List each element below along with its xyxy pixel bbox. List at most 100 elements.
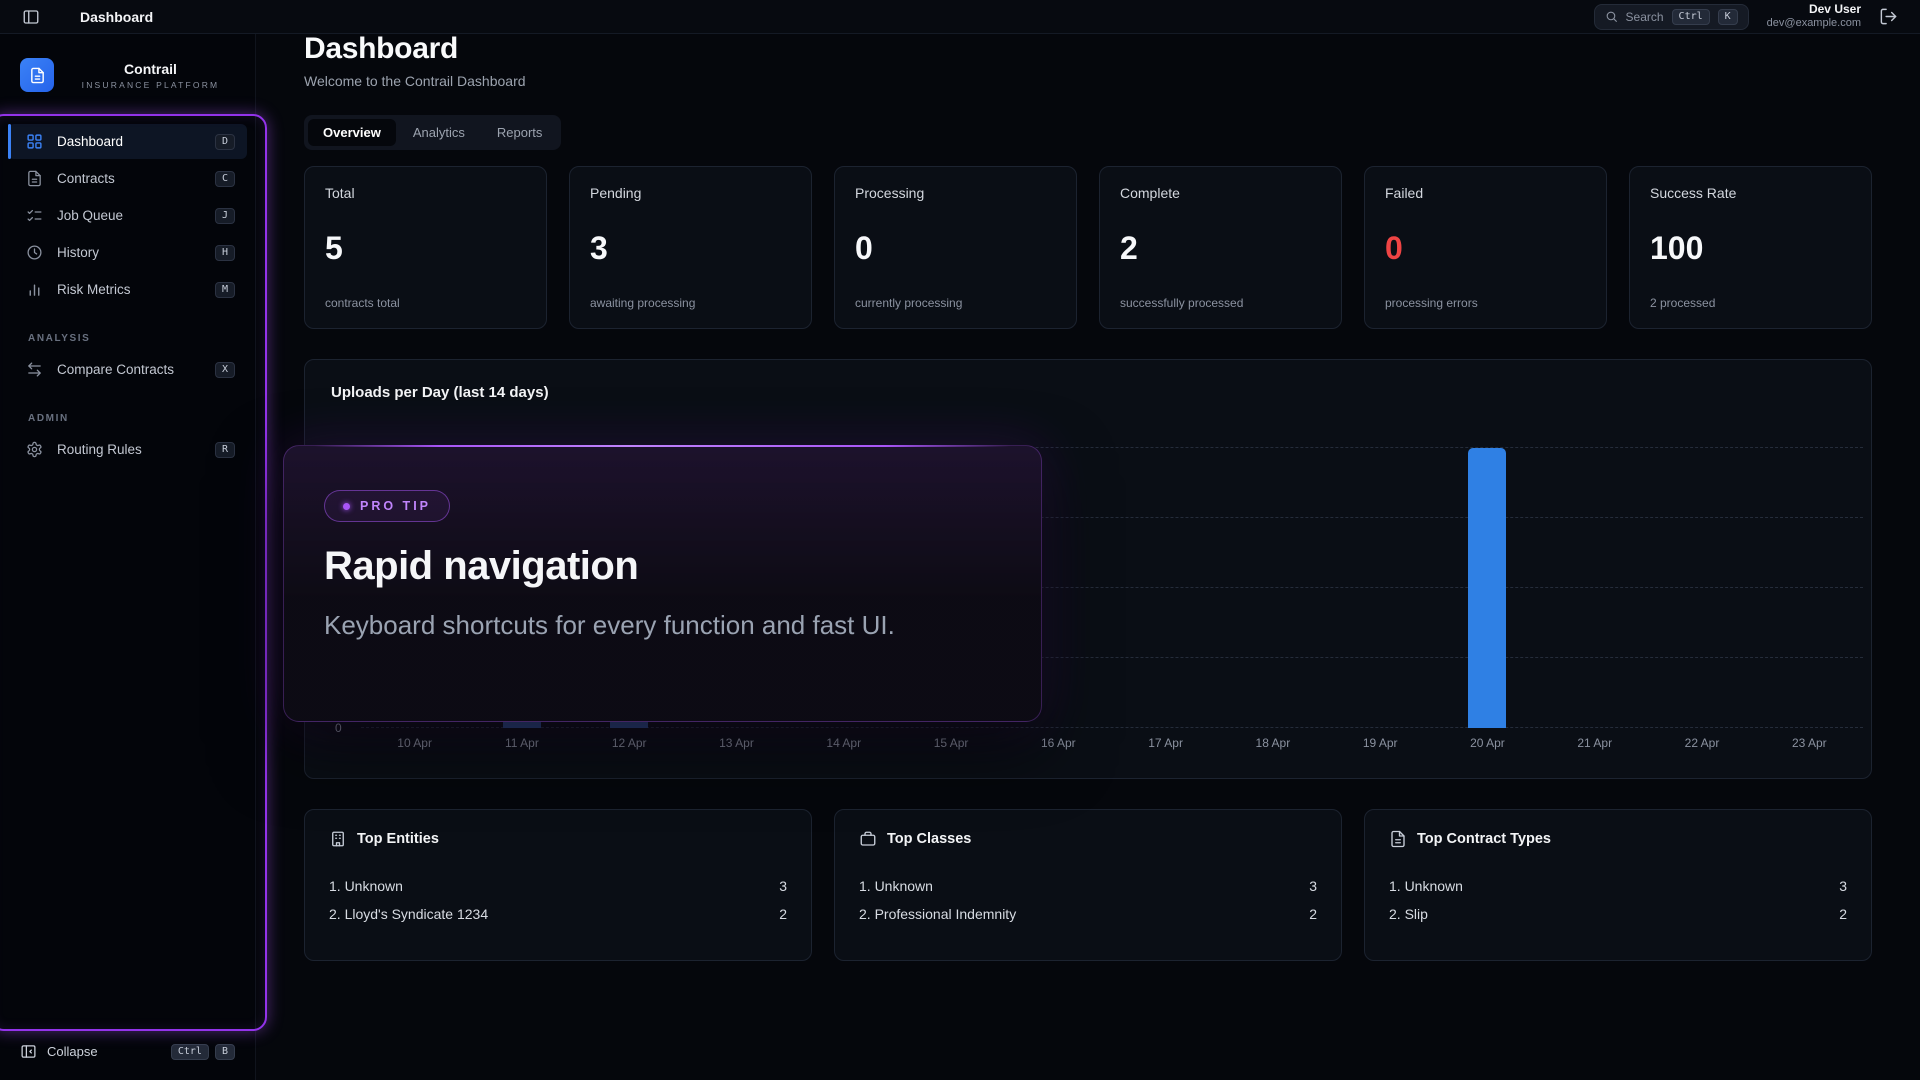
x-tick-label: 12 Apr	[611, 736, 647, 750]
gear-icon	[26, 441, 43, 458]
stat-value: 5	[325, 230, 343, 266]
logout-button[interactable]	[1879, 7, 1898, 26]
pro-tip-popover: PRO TIP Rapid navigation Keyboard shortc…	[283, 445, 1042, 722]
sidebar-item-risk-metrics[interactable]: Risk Metrics M	[8, 272, 247, 307]
item-name: 1. Unknown	[859, 878, 933, 894]
y-axis-tick-label: 0	[335, 721, 342, 735]
stat-label: Pending	[590, 185, 642, 201]
nav-section-analysis: ANALYSIS	[28, 333, 91, 344]
file-text-icon	[26, 170, 43, 187]
gridline	[361, 517, 1863, 518]
item-name: 1. Unknown	[329, 878, 403, 894]
card-title: Top Entities	[357, 831, 439, 847]
sidebar-item-routing-rules[interactable]: Routing Rules R	[8, 432, 247, 467]
kbd-b: B	[214, 1043, 235, 1060]
x-tick-label: 10 Apr	[397, 736, 432, 750]
dot-icon	[343, 502, 350, 510]
sidebar-item-history[interactable]: History H	[8, 235, 247, 270]
pro-tip-badge: PRO TIP	[324, 490, 451, 522]
stat-card-processing: Processing 0 currently processing	[834, 166, 1077, 329]
item-count: 3	[1839, 878, 1847, 894]
sidebar-item-dashboard[interactable]: Dashboard D	[8, 124, 247, 159]
x-tick-label: 18 Apr	[1255, 736, 1291, 750]
tab-reports[interactable]: Reports	[482, 119, 558, 146]
x-tick-label: 14 Apr	[826, 736, 862, 750]
search-button[interactable]: Search Ctrl K	[1593, 3, 1749, 30]
x-tick-label: 11 Apr	[505, 736, 539, 750]
stat-card-success-rate: Success Rate 100 2 processed	[1629, 166, 1872, 329]
bar-slot	[1327, 448, 1434, 728]
collapse-button[interactable]: Collapse Ctrl B	[0, 1029, 255, 1080]
stat-card-pending: Pending 3 awaiting processing	[569, 166, 812, 329]
stat-value: 2	[1120, 230, 1138, 266]
x-tick-label: 15 Apr	[933, 736, 969, 750]
briefcase-icon	[859, 830, 877, 848]
tab-analytics[interactable]: Analytics	[398, 119, 480, 146]
shortcut-badge: H	[214, 244, 235, 261]
top-classes-card: Top Classes 1. Unknown 3 2. Professional…	[834, 809, 1342, 961]
bar-slot	[1434, 448, 1541, 728]
building-icon	[329, 830, 347, 848]
sidebar-item-label: History	[57, 245, 100, 260]
bar-slot	[1648, 448, 1755, 728]
stat-sub: 2 processed	[1650, 296, 1716, 310]
stat-sub: currently processing	[855, 296, 963, 310]
list-checks-icon	[26, 207, 43, 224]
stat-card-failed: Failed 0 processing errors	[1364, 166, 1607, 329]
x-tick-label: 17 Apr	[1148, 736, 1183, 750]
sidebar: Contrail INSURANCE PLATFORM Dashboard D …	[0, 34, 256, 1080]
sidebar-item-compare-contracts[interactable]: Compare Contracts X	[8, 352, 247, 387]
item-name: 2. Lloyd's Syndicate 1234	[329, 906, 489, 922]
list-item: 2. Lloyd's Syndicate 1234 2	[329, 900, 787, 928]
shortcut-badge: C	[214, 170, 235, 187]
logout-icon	[1879, 7, 1898, 26]
sidebar-item-contracts[interactable]: Contracts C	[8, 161, 247, 196]
stat-sub: successfully processed	[1120, 296, 1244, 310]
main-content: Dashboard Welcome to the Contrail Dashbo…	[256, 0, 1920, 961]
panel-left-close-icon	[20, 1043, 37, 1060]
shortcut-badge: D	[214, 133, 235, 150]
item-count: 2	[1309, 906, 1317, 922]
kbd-ctrl: Ctrl	[170, 1043, 209, 1060]
x-tick-label: 21 Apr	[1577, 736, 1613, 750]
shortcut-badge: R	[214, 441, 235, 458]
item-count: 2	[1839, 906, 1847, 922]
chart-plot: 0 10 Apr 11 Apr 12 Apr 13 Apr 14 Apr 15 Apr 16…	[335, 447, 1863, 750]
chart-title: Uploads per Day (last 14 days)	[331, 384, 549, 401]
file-text-icon	[1389, 830, 1407, 848]
item-name: 1. Unknown	[1389, 878, 1463, 894]
item-name: 2. Slip	[1389, 906, 1428, 922]
tab-overview[interactable]: Overview	[308, 119, 396, 146]
bar-slot	[1756, 448, 1863, 728]
stat-label: Complete	[1120, 185, 1180, 201]
gridline	[361, 657, 1863, 658]
list-item: 1. Unknown 3	[329, 872, 787, 900]
pro-tip-badge-label: PRO TIP	[360, 499, 432, 513]
sidebar-item-job-queue[interactable]: Job Queue J	[8, 198, 247, 233]
brand-name: Contrail	[124, 60, 177, 77]
list-item: 1. Unknown 3	[1389, 872, 1847, 900]
top-entities-card: Top Entities 1. Unknown 3 2. Lloyd's Syn…	[304, 809, 812, 961]
sidebar-item-label: Compare Contracts	[57, 362, 175, 377]
pro-tip-body: Keyboard shortcuts for every function an…	[324, 610, 895, 640]
stat-card-total: Total 5 contracts total	[304, 166, 547, 329]
page-title: Dashboard	[304, 32, 458, 65]
stat-value: 100	[1650, 230, 1704, 266]
shortcut-badge: X	[214, 361, 235, 378]
stat-card-complete: Complete 2 successfully processed	[1099, 166, 1342, 329]
shortcut-badge: M	[214, 281, 235, 298]
gridline	[361, 447, 1863, 448]
x-tick-label: 19 Apr	[1362, 736, 1398, 750]
summary-cards-row: Top Entities 1. Unknown 3 2. Lloyd's Syn…	[304, 809, 1872, 961]
user-email: dev@example.com	[1766, 17, 1861, 30]
bar-chart-icon	[26, 281, 43, 298]
stat-sub: contracts total	[325, 296, 400, 310]
nav-section-admin: ADMIN	[28, 413, 69, 424]
page-subtitle: Welcome to the Contrail Dashboard	[304, 73, 526, 89]
item-count: 2	[779, 906, 787, 922]
kbd-ctrl: Ctrl	[1671, 8, 1710, 25]
search-icon	[1605, 10, 1618, 23]
sidebar-toggle-button[interactable]	[22, 8, 40, 26]
x-tick-label: 13 Apr	[719, 736, 754, 750]
user-name: Dev User	[1808, 2, 1861, 17]
